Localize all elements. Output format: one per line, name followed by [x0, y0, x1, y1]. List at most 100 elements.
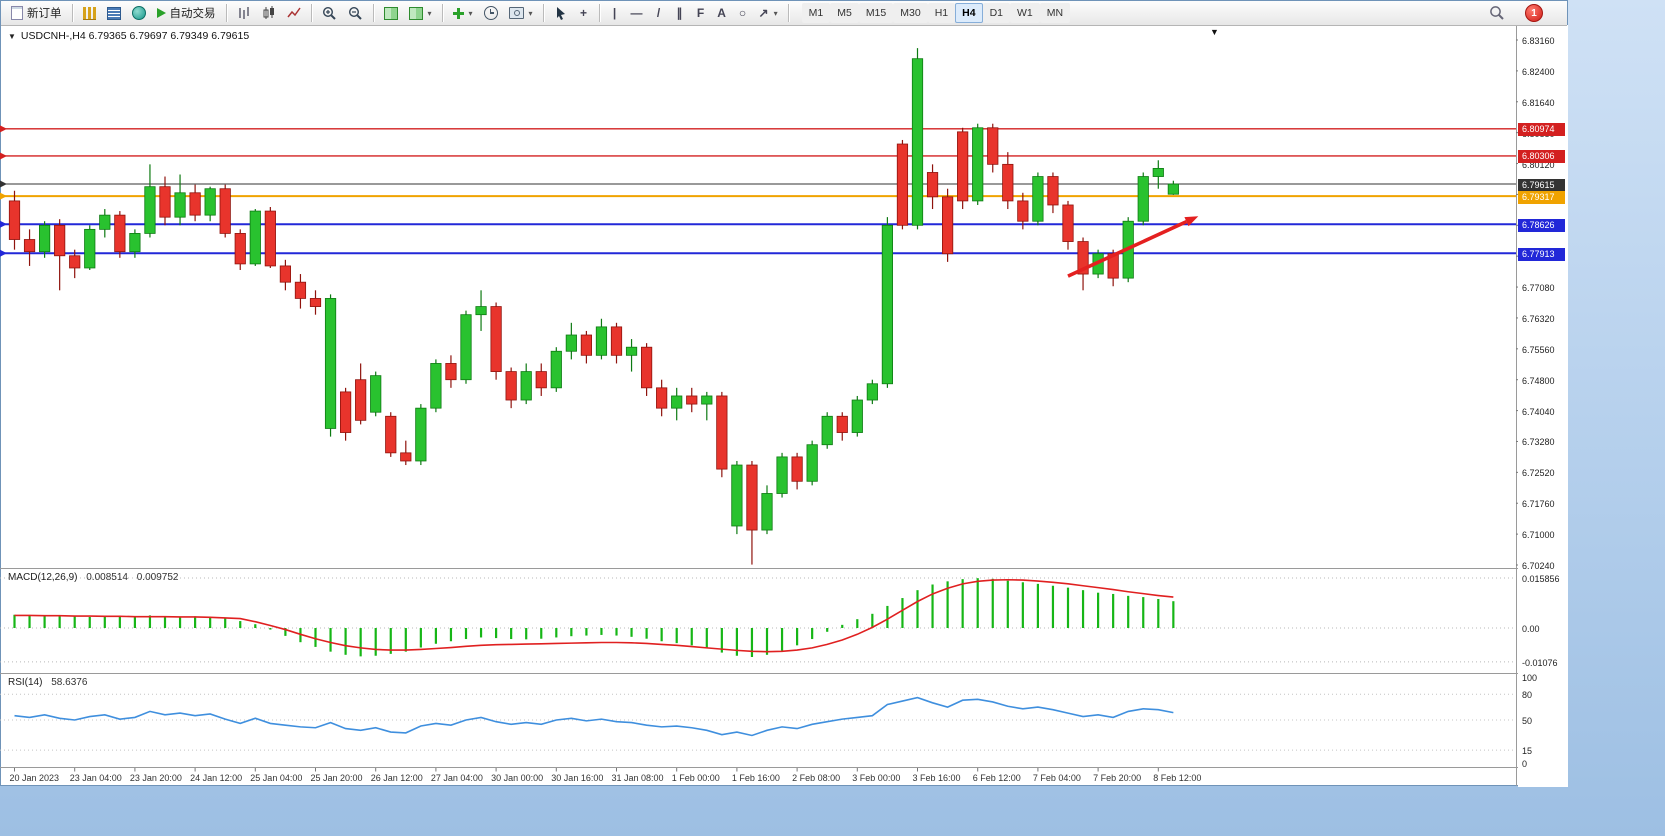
- price-label-support-line-2: 6.77913: [1518, 247, 1565, 261]
- time-axis-label: 25 Jan 20:00: [310, 773, 363, 783]
- timeframe-button-W1[interactable]: W1: [1010, 3, 1040, 23]
- line-chart-icon: [286, 7, 301, 18]
- timeframe-button-M1[interactable]: M1: [801, 3, 831, 23]
- rsi-value: 58.6376: [51, 677, 88, 688]
- time-axis-label: 24 Jan 12:00: [190, 773, 243, 783]
- auto-trading-icon: [156, 8, 166, 18]
- timeframe-button-M15[interactable]: M15: [858, 3, 894, 23]
- time-axis[interactable]: 20 Jan 2023 23 Jan 04:00 23 Jan 20:00 24 Ja…: [1, 769, 1517, 787]
- cursor-arrow-icon: [556, 6, 565, 20]
- time-axis-label: 3 Feb 16:00: [912, 773, 961, 783]
- new-chart-button[interactable]: ▾: [448, 3, 478, 24]
- chart-snapshot-button[interactable]: ▾: [504, 3, 538, 24]
- auto-trading-label: 自动交易: [169, 8, 216, 20]
- new-order-button[interactable]: 新订单: [6, 3, 67, 24]
- time-axis-label: 7 Feb 04:00: [1032, 773, 1081, 783]
- zoom-in-button[interactable]: [317, 3, 342, 24]
- toolbar-separator: [225, 4, 227, 22]
- bar-chart-icon: [238, 7, 249, 19]
- price-tick: 6.77080: [1522, 283, 1555, 294]
- chart-bars-button[interactable]: [232, 3, 256, 24]
- price-axis[interactable]: 6.831606.824006.816406.808806.801206.793…: [1518, 25, 1568, 787]
- crosshair-tool-button[interactable]: +: [574, 3, 594, 24]
- fibonacci-tool-button[interactable]: F: [691, 3, 711, 24]
- time-axis-label: 7 Feb 20:00: [1093, 773, 1142, 783]
- cascade-windows-button[interactable]: ▾: [404, 3, 437, 24]
- time-axis-label: 31 Jan 08:00: [611, 773, 664, 783]
- caret-down-icon: ▾: [468, 8, 473, 18]
- search-button[interactable]: [1484, 3, 1510, 24]
- cursor-tool-button[interactable]: [549, 3, 573, 24]
- market-watch-icon: [82, 6, 96, 20]
- period-clock-button[interactable]: [479, 3, 503, 24]
- rsi-axis-tick: 15: [1522, 746, 1533, 757]
- price-label-resistance-line-1: 6.80974: [1518, 123, 1565, 137]
- shapes-tool-button[interactable]: ○: [733, 3, 753, 24]
- camera-icon: [508, 7, 524, 19]
- trendline-tool-button[interactable]: /: [649, 3, 669, 24]
- price-label-pivot-line: 6.79317: [1518, 190, 1565, 204]
- timeframe-toolbar: M1 M5 M15 M30 H1 H4 D1 W1 MN: [801, 3, 1071, 23]
- chart-line-button[interactable]: [282, 3, 306, 24]
- toolbar-separator: [441, 4, 443, 22]
- toolbar-right-group: 1: [1484, 3, 1562, 24]
- timeframe-button-D1[interactable]: D1: [982, 3, 1010, 23]
- time-axis-label: 23 Jan 20:00: [129, 773, 182, 783]
- macd-name: MACD(12,26,9): [8, 572, 78, 583]
- text-tool-button[interactable]: A: [712, 3, 732, 24]
- time-axis-label: 20 Jan 2023: [9, 773, 60, 783]
- timeframe-button-MN[interactable]: MN: [1039, 3, 1071, 23]
- rsi-axis-tick: 80: [1522, 690, 1533, 701]
- new-order-label: 新订单: [27, 8, 62, 20]
- price-label-support-line-1: 6.78626: [1518, 218, 1565, 232]
- timeframe-button-M30[interactable]: M30: [893, 3, 928, 23]
- toolbar: 新订单 自动交易: [1, 1, 1567, 26]
- price-tick: 6.81640: [1522, 97, 1555, 108]
- zoom-out-button[interactable]: [343, 3, 368, 24]
- zoom-in-icon: [322, 6, 336, 20]
- time-axis-label: 27 Jan 04:00: [430, 773, 483, 783]
- price-tick: 6.83160: [1522, 36, 1555, 46]
- toolbar-separator: [71, 4, 73, 22]
- price-label-bid-price-line: 6.79615: [1518, 178, 1565, 192]
- caret-down-icon: ▾: [528, 8, 533, 18]
- timeframe-button-H4[interactable]: H4: [955, 3, 983, 23]
- toolbar-separator: [598, 4, 600, 22]
- rsi-label: RSI(14) 58.6376: [8, 677, 87, 688]
- rsi-axis-tick: 100: [1522, 673, 1538, 683]
- macd-axis-tick: -0.01076: [1522, 657, 1558, 668]
- arrows-tool-button[interactable]: ↗ ▾: [754, 3, 783, 24]
- time-axis-label: 1 Feb 16:00: [731, 773, 780, 783]
- timeframe-button-M5[interactable]: M5: [830, 3, 859, 23]
- time-axis-label: 30 Jan 00:00: [491, 773, 544, 783]
- navigator-icon: [131, 6, 146, 20]
- one-click-trading-toggle-icon[interactable]: ▼: [8, 31, 16, 41]
- vline-tool-button[interactable]: |: [605, 3, 625, 24]
- macd-value: 0.008514: [86, 572, 128, 583]
- price-tick: 6.80120: [1522, 159, 1555, 170]
- market-watch-button[interactable]: [78, 3, 101, 24]
- navigator-button[interactable]: [127, 3, 151, 24]
- chart-candles-button[interactable]: [257, 3, 281, 24]
- clock-icon: [483, 6, 498, 20]
- time-axis-label: 26 Jan 12:00: [370, 773, 423, 783]
- price-tick: 6.75560: [1522, 344, 1555, 355]
- arrows-icon: ↗: [758, 6, 769, 20]
- time-axis-label: 23 Jan 04:00: [69, 773, 122, 783]
- cascade-windows-icon: [408, 6, 423, 20]
- toolbar-separator: [310, 4, 312, 22]
- notifications-button[interactable]: 1: [1520, 3, 1548, 24]
- chart-symbol-ohlc: ▼ USDCNH-,H4 6.79365 6.79697 6.79349 6.7…: [8, 30, 249, 42]
- data-window-button[interactable]: [102, 3, 126, 24]
- price-tick: 6.73280: [1522, 437, 1555, 448]
- new-chart-icon: [452, 7, 464, 19]
- hline-tool-button[interactable]: —: [626, 3, 648, 24]
- price-tick: 6.74800: [1522, 375, 1555, 386]
- tile-windows-button[interactable]: [379, 3, 403, 24]
- rsi-axis-tick: 50: [1522, 716, 1533, 726]
- chart-shift-marker-icon[interactable]: ▼: [1210, 27, 1219, 37]
- auto-trading-button[interactable]: 自动交易: [152, 3, 221, 24]
- channel-tool-button[interactable]: ∥: [670, 3, 690, 24]
- timeframe-button-H1[interactable]: H1: [927, 3, 956, 23]
